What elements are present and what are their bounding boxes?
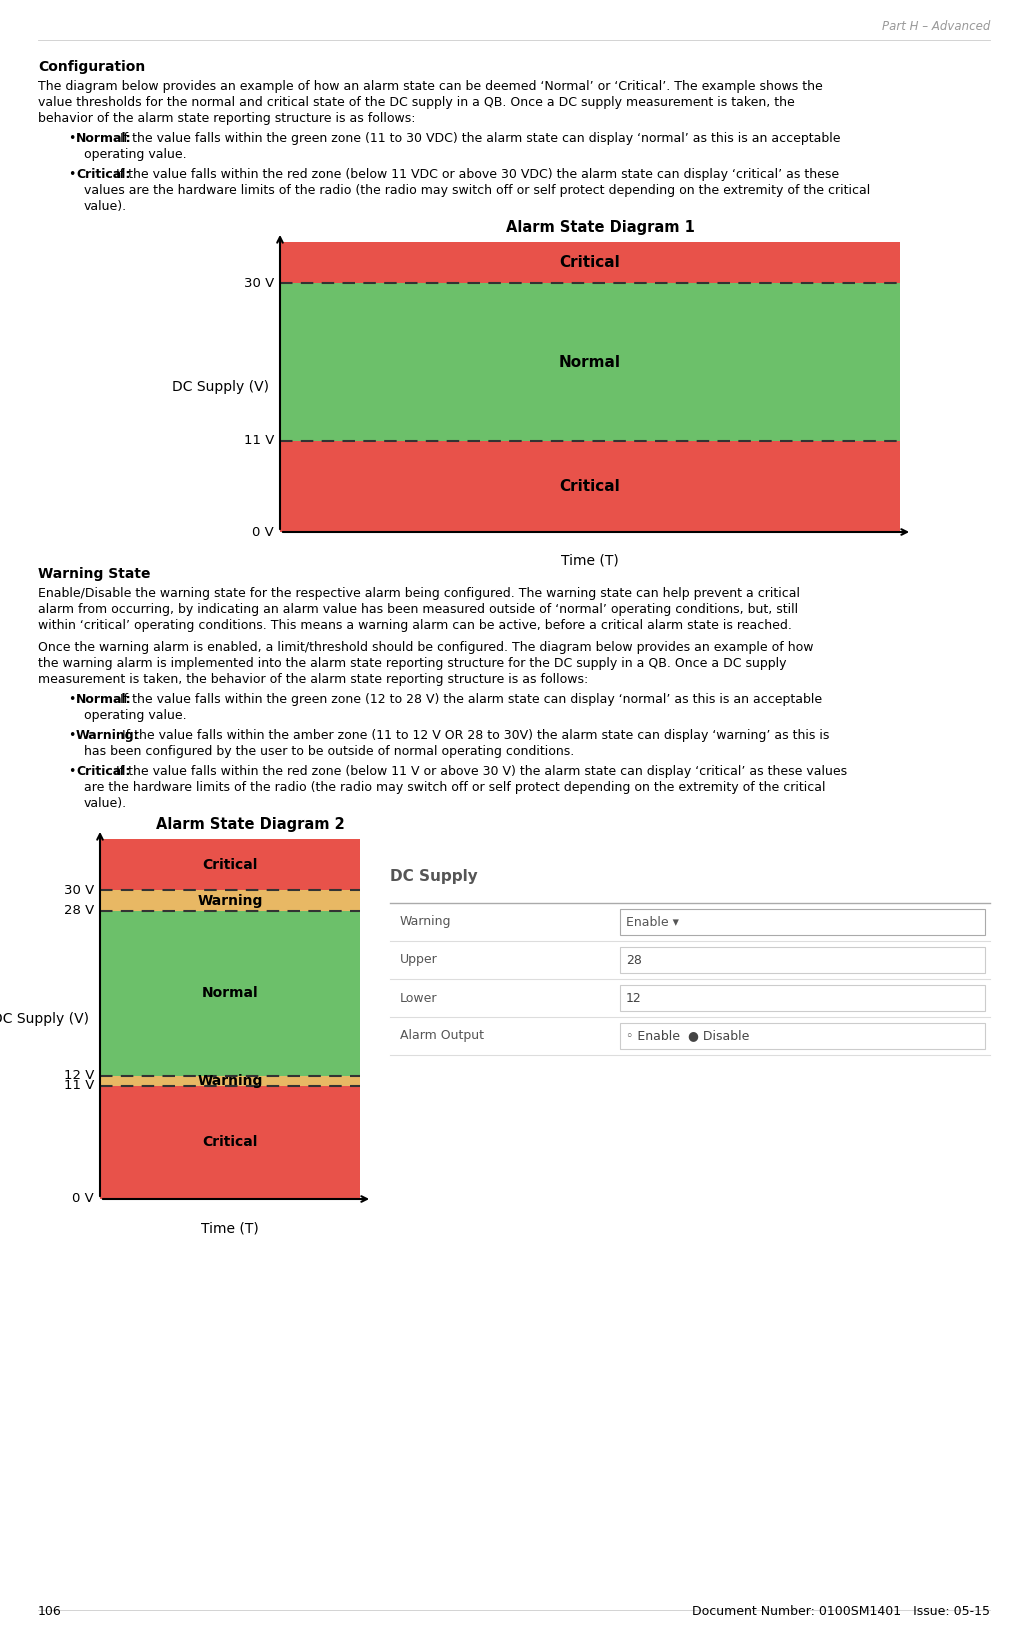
Text: 106: 106: [38, 1604, 62, 1617]
Text: operating value.: operating value.: [84, 147, 187, 160]
Text: Document Number: 0100SM1401   Issue: 05-15: Document Number: 0100SM1401 Issue: 05-15: [692, 1604, 990, 1617]
Bar: [100, 840, 360, 891]
Text: 11 V: 11 V: [64, 1079, 94, 1092]
Text: •: •: [68, 728, 76, 742]
Text: If the value falls within the red zone (below 11 VDC or above 30 VDC) the alarm : If the value falls within the red zone (…: [116, 169, 839, 182]
Text: Critical: Critical: [202, 1136, 257, 1149]
Text: The diagram below provides an example of how an alarm state can be deemed ‘Norma: The diagram below provides an example of…: [38, 80, 823, 93]
Bar: [100, 891, 360, 912]
Text: If the value falls within the amber zone (11 to 12 V OR 28 to 30V) the alarm sta: If the value falls within the amber zone…: [122, 728, 829, 742]
Text: •: •: [68, 133, 76, 146]
Text: DC Supply: DC Supply: [390, 869, 478, 884]
Text: Critical:: Critical:: [76, 764, 130, 778]
Text: 30 V: 30 V: [64, 884, 94, 897]
Text: values are the hardware limits of the radio (the radio may switch off or self pr: values are the hardware limits of the ra…: [84, 183, 870, 196]
Text: 12 V: 12 V: [64, 1069, 94, 1082]
Text: 0 V: 0 V: [72, 1192, 94, 1205]
Text: Enable/Disable the warning state for the respective alarm being configured. The : Enable/Disable the warning state for the…: [38, 588, 800, 601]
Text: Warning: Warning: [400, 915, 451, 928]
Text: •: •: [68, 764, 76, 778]
Text: Once the warning alarm is enabled, a limit/threshold should be configured. The d: Once the warning alarm is enabled, a lim…: [38, 642, 814, 655]
Text: 28: 28: [626, 953, 642, 966]
Text: If the value falls within the green zone (12 to 28 V) the alarm state can displa: If the value falls within the green zone…: [120, 692, 822, 706]
Text: behavior of the alarm state reporting structure is as follows:: behavior of the alarm state reporting st…: [38, 111, 415, 124]
Text: value thresholds for the normal and critical state of the DC supply in a QB. Onc: value thresholds for the normal and crit…: [38, 97, 794, 110]
Text: Alarm State Diagram 2: Alarm State Diagram 2: [156, 817, 344, 832]
Bar: [280, 283, 900, 440]
Text: the warning alarm is implemented into the alarm state reporting structure for th: the warning alarm is implemented into th…: [38, 656, 786, 670]
Text: alarm from occurring, by indicating an alarm value has been measured outside of : alarm from occurring, by indicating an a…: [38, 602, 798, 616]
Text: If the value falls within the red zone (below 11 V or above 30 V) the alarm stat: If the value falls within the red zone (…: [116, 764, 847, 778]
Text: are the hardware limits of the radio (the radio may switch off or self protect d: are the hardware limits of the radio (th…: [84, 781, 825, 794]
Bar: [100, 912, 360, 1076]
Text: operating value.: operating value.: [84, 709, 187, 722]
Text: If the value falls within the green zone (11 to 30 VDC) the alarm state can disp: If the value falls within the green zone…: [120, 133, 840, 146]
Text: measurement is taken, the behavior of the alarm state reporting structure is as : measurement is taken, the behavior of th…: [38, 673, 588, 686]
Text: within ‘critical’ operating conditions. This means a warning alarm can be active: within ‘critical’ operating conditions. …: [38, 619, 792, 632]
Text: has been configured by the user to be outside of normal operating conditions.: has been configured by the user to be ou…: [84, 745, 574, 758]
Text: Normal: Normal: [202, 985, 258, 1000]
Text: value).: value).: [84, 797, 127, 810]
Text: Part H – Advanced: Part H – Advanced: [882, 20, 990, 33]
Text: Alarm Output: Alarm Output: [400, 1030, 484, 1043]
Text: Critical: Critical: [202, 858, 257, 873]
Bar: [280, 242, 900, 283]
Text: Configuration: Configuration: [38, 61, 146, 74]
Bar: [100, 1085, 360, 1198]
Text: Warning: Warning: [197, 894, 262, 907]
Text: value).: value).: [84, 200, 127, 213]
Bar: [620, 909, 985, 935]
Text: ◦ Enable  ● Disable: ◦ Enable ● Disable: [626, 1030, 749, 1043]
Text: Alarm State Diagram 1: Alarm State Diagram 1: [505, 219, 695, 236]
Text: Critical: Critical: [560, 480, 620, 494]
Text: Critical: Critical: [560, 255, 620, 270]
Text: Lower: Lower: [400, 992, 438, 1005]
Text: DC Supply (V): DC Supply (V): [0, 1012, 88, 1026]
Text: 0 V: 0 V: [252, 525, 274, 539]
Bar: [620, 985, 985, 1012]
Bar: [100, 1076, 360, 1085]
Text: Normal:: Normal:: [76, 133, 131, 146]
Text: Normal:: Normal:: [76, 692, 131, 706]
Text: •: •: [68, 692, 76, 706]
Bar: [620, 1023, 985, 1049]
Text: 28 V: 28 V: [64, 905, 94, 917]
Bar: [620, 946, 985, 972]
Text: Critical:: Critical:: [76, 169, 130, 182]
Text: Warning:: Warning:: [76, 728, 139, 742]
Text: Time (T): Time (T): [561, 553, 619, 568]
Text: 11 V: 11 V: [244, 434, 274, 447]
Text: DC Supply (V): DC Supply (V): [171, 380, 269, 395]
Text: Warning: Warning: [197, 1074, 262, 1087]
Text: Upper: Upper: [400, 953, 438, 966]
Text: Warning State: Warning State: [38, 566, 151, 581]
Text: Time (T): Time (T): [201, 1221, 259, 1234]
Bar: [280, 440, 900, 532]
Text: 30 V: 30 V: [244, 277, 274, 290]
Text: Enable ▾: Enable ▾: [626, 915, 679, 928]
Text: •: •: [68, 169, 76, 182]
Text: 12: 12: [626, 992, 642, 1005]
Text: Normal: Normal: [559, 355, 621, 370]
